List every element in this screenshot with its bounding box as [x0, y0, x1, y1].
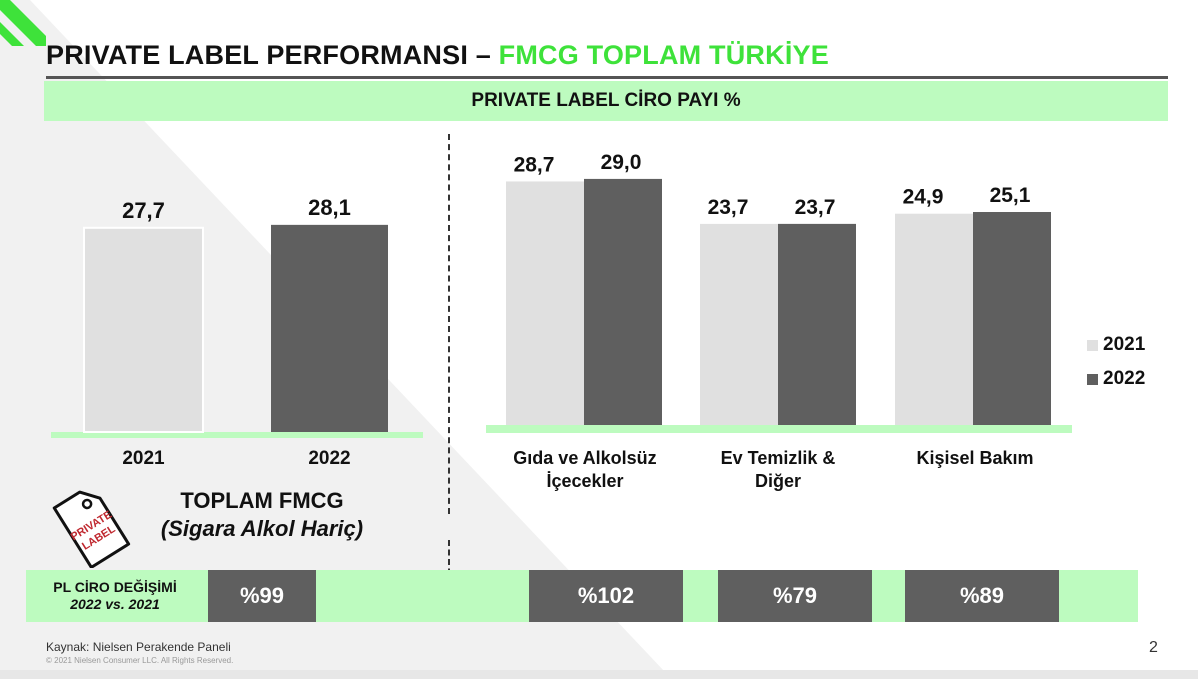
- title-underline: [46, 76, 1168, 79]
- change-value-total: %99: [208, 570, 316, 622]
- private-label-tag-icon: PRIVATE LABEL: [52, 490, 131, 568]
- page-number: 2: [1149, 639, 1158, 656]
- bar-2021-cat1: [506, 181, 584, 425]
- chart-legend: 2021 2022: [1087, 328, 1145, 396]
- bar-2022-cat3: [973, 212, 1051, 425]
- total-fmcg-title: TOPLAM FMCG (Sigara Alkol Hariç): [130, 487, 394, 543]
- title-accent: FMCG TOPLAM TÜRKİYE: [498, 40, 829, 70]
- change-value-food: %102: [529, 570, 683, 622]
- data-label-2021-cat2: 23,7: [708, 196, 749, 219]
- source-note: Kaynak: Nielsen Perakende Paneli: [46, 640, 231, 654]
- change-value-home: %79: [718, 570, 872, 622]
- subtitle: PRIVATE LABEL CİRO PAYI %: [471, 90, 741, 111]
- data-label-2022: 28,1: [308, 195, 351, 220]
- legend-swatch-2022: [1087, 373, 1098, 385]
- data-label-2022-cat2: 23,7: [795, 196, 836, 219]
- category-label-food: Gıda ve Alkolsüz İçecekler: [480, 447, 690, 493]
- category-label-personal-line1: Kişisel Bakım: [916, 448, 1034, 468]
- category-label-personal: Kişisel Bakım: [880, 447, 1070, 470]
- category-label-food-line2: İçecekler: [546, 471, 624, 491]
- legend-swatch-2021: [1087, 339, 1098, 351]
- bar-2021-cat2: [700, 223, 778, 425]
- copyright-note: © 2021 Nielsen Consumer LLC. All Rights …: [46, 656, 234, 665]
- change-row-label-line2: 2022 vs. 2021: [70, 596, 160, 612]
- bar-2021: [83, 226, 204, 433]
- change-row-label-line1: PL CİRO DEĞİŞİMİ: [53, 579, 177, 595]
- legend-label-2022: 2022: [1103, 368, 1146, 389]
- total-fmcg-subheading: (Sigara Alkol Hariç): [160, 516, 364, 541]
- page-title: PRIVATE LABEL PERFORMANSI – FMCG TOPLAM …: [46, 40, 829, 71]
- legend-item-2022: 2022: [1087, 362, 1145, 396]
- category-label-home: Ev Temizlik & Diğer: [688, 447, 868, 493]
- total-fmcg-heading: TOPLAM FMCG: [180, 488, 344, 513]
- x-tick-label-2021: 2021: [122, 448, 165, 469]
- total-fmcg-chart: 27,7 2021 28,1 2022: [51, 195, 423, 469]
- bar-2022: [271, 224, 388, 432]
- category-chart: 28,7 23,7 24,9 29,0 23,7 25,1: [486, 151, 1072, 433]
- subtitle-band: PRIVATE LABEL CİRO PAYI %: [44, 81, 1168, 121]
- brand-logo-icon: [0, 0, 46, 46]
- data-label-2022-cat3: 25,1: [990, 184, 1031, 207]
- baseline: [486, 425, 1072, 433]
- x-tick-label-2022: 2022: [308, 448, 350, 469]
- change-row-label: PL CİRO DEĞİŞİMİ 2022 vs. 2021: [26, 570, 204, 622]
- baseline: [51, 432, 423, 438]
- data-label-2022-cat1: 29,0: [601, 151, 642, 174]
- data-label-2021-cat1: 28,7: [514, 153, 555, 176]
- bar-2022-cat1: [584, 178, 662, 425]
- change-value-personal: %89: [905, 570, 1059, 622]
- category-label-home-line1: Ev Temizlik &: [720, 448, 836, 468]
- category-label-food-line1: Gıda ve Alkolsüz: [513, 448, 657, 468]
- bar-2022-cat2: [778, 223, 856, 425]
- data-label-2021-cat3: 24,9: [903, 186, 944, 209]
- legend-item-2021: 2021: [1087, 328, 1145, 362]
- title-main: PRIVATE LABEL PERFORMANSI –: [46, 40, 499, 70]
- bar-2021-cat3: [895, 213, 973, 425]
- data-label-2021: 27,7: [122, 198, 165, 223]
- section-divider: [448, 134, 450, 514]
- category-label-home-line2: Diğer: [754, 471, 801, 491]
- bottom-bar: [0, 670, 1198, 679]
- legend-label-2021: 2021: [1103, 334, 1146, 355]
